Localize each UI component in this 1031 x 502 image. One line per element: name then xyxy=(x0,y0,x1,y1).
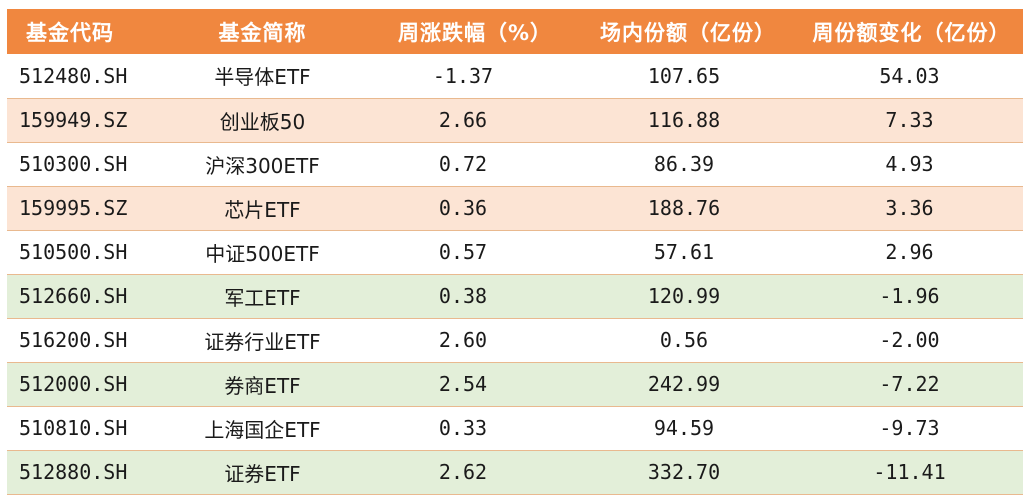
table-row: 159995.SZ 芯片ETF 0.36 188.76 3.36 xyxy=(7,186,1023,230)
weekly-change-cell: 0.38 xyxy=(438,284,488,308)
fund-code-cell: 512880.SH xyxy=(19,460,128,484)
table-row: 512660.SH 军工ETF 0.38 120.99 -1.96 xyxy=(7,274,1023,318)
table-row: 510810.SH 上海国企ETF 0.33 94.59 -9.73 xyxy=(7,406,1023,450)
share-change-cell: -11.41 xyxy=(873,460,946,484)
share-change-cell: -2.00 xyxy=(879,328,940,352)
fund-name-cell: 军工ETF xyxy=(224,285,301,310)
weekly-change-cell: 0.57 xyxy=(438,240,488,264)
share-change-cell: -1.96 xyxy=(879,284,940,308)
fund-name-cell: 中证500ETF xyxy=(205,241,320,266)
header-share-change: 周份额变化（亿份） xyxy=(812,20,1011,45)
header-fund-name: 基金简称 xyxy=(218,20,307,45)
fund-code-cell: 516200.SH xyxy=(19,328,128,352)
weekly-change-cell: 2.60 xyxy=(438,328,488,352)
fund-name-cell: 沪深300ETF xyxy=(205,153,320,178)
fund-code-cell: 510810.SH xyxy=(19,416,128,440)
weekly-change-cell: 0.72 xyxy=(438,152,488,176)
fund-code-cell: 512660.SH xyxy=(19,284,128,308)
shares-cell: 107.65 xyxy=(647,63,721,88)
shares-cell: 0.56 xyxy=(659,328,709,352)
table-row: 510300.SH 沪深300ETF 0.72 86.39 4.93 xyxy=(7,142,1023,186)
header-fund-code: 基金代码 xyxy=(26,20,114,45)
shares-cell: 188.76 xyxy=(647,196,721,220)
table-row: 512480.SH 半导体ETF -1.37 107.65 54.03 xyxy=(7,54,1023,98)
header-shares: 场内份额（亿份） xyxy=(600,20,776,45)
shares-cell: 120.99 xyxy=(647,284,721,308)
fund-name-cell: 证券ETF xyxy=(224,461,301,486)
table-row: 512880.SH 证券ETF 2.62 332.70 -11.41 xyxy=(7,450,1023,494)
weekly-change-cell: 0.33 xyxy=(438,416,488,440)
table-header: 基金代码 基金简称 周涨跌幅（%） 场内份额（亿份） 周份额变化（亿份） xyxy=(7,9,1023,54)
shares-cell: 332.70 xyxy=(647,460,721,484)
share-change-cell: 54.03 xyxy=(879,63,940,88)
fund-name-cell: 半导体ETF xyxy=(214,65,311,90)
etf-flow-table: 基金代码 基金简称 周涨跌幅（%） 场内份额（亿份） 周份额变化（亿份） 512… xyxy=(7,9,1023,495)
table-row: 159949.SZ 创业板50 2.66 116.88 7.33 xyxy=(7,98,1023,142)
share-change-cell: 3.36 xyxy=(885,196,934,220)
fund-code-cell: 510500.SH xyxy=(19,240,128,264)
table-row: 510500.SH 中证500ETF 0.57 57.61 2.96 xyxy=(7,230,1023,274)
fund-code-cell: 512480.SH xyxy=(19,63,128,88)
share-change-cell: -9.73 xyxy=(879,416,940,440)
shares-cell: 57.61 xyxy=(653,240,715,264)
header-row: 基金代码 基金简称 周涨跌幅（%） 场内份额（亿份） 周份额变化（亿份） xyxy=(7,9,1023,54)
shares-cell: 86.39 xyxy=(653,152,715,176)
weekly-change-cell: -1.37 xyxy=(432,63,494,88)
weekly-change-cell: 2.54 xyxy=(438,372,488,396)
fund-name-cell: 券商ETF xyxy=(224,373,301,398)
share-change-cell: 7.33 xyxy=(885,108,934,132)
share-change-cell: -7.22 xyxy=(879,372,940,396)
fund-name-cell: 创业板50 xyxy=(219,109,306,134)
fund-code-cell: 159949.SZ xyxy=(19,108,128,132)
fund-code-cell: 159995.SZ xyxy=(19,196,128,220)
fund-code-cell: 510300.SH xyxy=(19,152,128,176)
fund-name-cell: 证券行业ETF xyxy=(204,329,321,354)
fund-name-cell: 上海国企ETF xyxy=(204,417,321,442)
weekly-change-cell: 0.36 xyxy=(438,196,488,220)
share-change-cell: 4.93 xyxy=(885,152,934,176)
shares-cell: 242.99 xyxy=(647,372,721,396)
header-weekly-change: 周涨跌幅（%） xyxy=(397,20,553,45)
table-row: 512000.SH 券商ETF 2.54 242.99 -7.22 xyxy=(7,362,1023,406)
shares-cell: 94.59 xyxy=(653,416,715,440)
fund-code-cell: 512000.SH xyxy=(19,372,128,396)
table-row: 516200.SH 证券行业ETF 2.60 0.56 -2.00 xyxy=(7,318,1023,362)
fund-name-cell: 芯片ETF xyxy=(224,197,301,222)
weekly-change-cell: 2.66 xyxy=(438,108,488,132)
table-body: 512480.SH 半导体ETF -1.37 107.65 54.03 1599… xyxy=(7,54,1023,494)
weekly-change-cell: 2.62 xyxy=(438,460,488,484)
share-change-cell: 2.96 xyxy=(885,240,934,264)
shares-cell: 116.88 xyxy=(647,108,721,132)
